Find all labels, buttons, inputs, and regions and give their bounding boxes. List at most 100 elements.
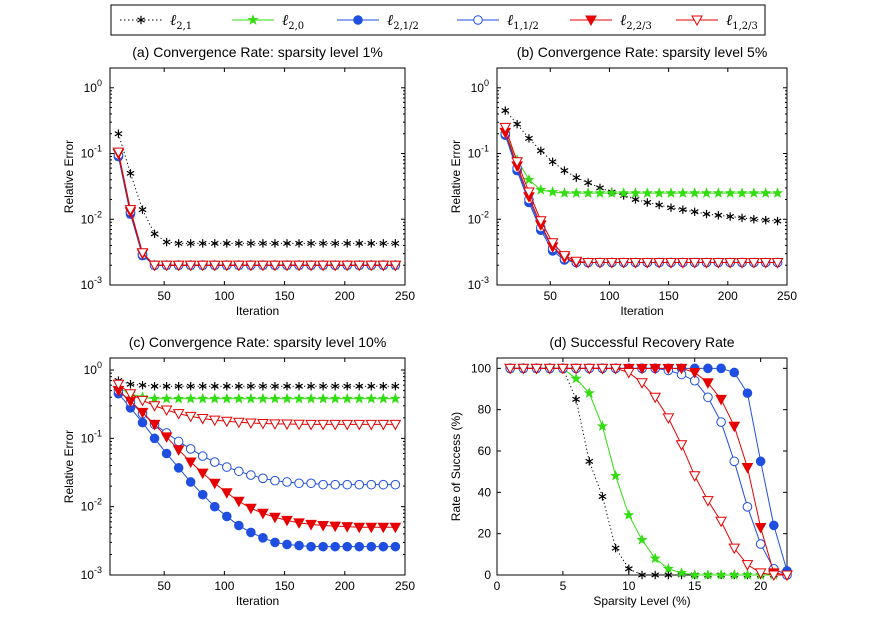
x-tick-label: 150 <box>275 289 295 303</box>
panel-c: (c) Convergence Rate: sparsity level 10%… <box>62 334 415 608</box>
data-point-l21 <box>319 239 328 248</box>
data-point-l223 <box>754 522 767 534</box>
data-point-l21-stroke <box>222 383 231 389</box>
data-point-l21 <box>560 166 569 175</box>
x-tick-label: 100 <box>599 289 619 303</box>
legend-symbol: ℓ <box>726 11 732 29</box>
data-point-l21-stroke <box>379 240 388 246</box>
data-point-l21 <box>572 395 581 404</box>
data-point-l20 <box>606 187 618 198</box>
data-point-l123 <box>499 122 512 134</box>
y-tick-base: 10 <box>84 81 98 95</box>
data-point-l223 <box>184 457 197 469</box>
data-point-l21 <box>174 381 183 391</box>
data-point-l20 <box>715 569 727 580</box>
data-point-l20 <box>209 392 221 404</box>
data-point-l21-stroke <box>258 240 267 246</box>
data-point-l223 <box>269 512 281 524</box>
data-point-l21 <box>307 239 316 248</box>
data-point-l20 <box>596 420 609 431</box>
data-point-l20 <box>148 392 161 404</box>
data-point-l212 <box>769 520 779 531</box>
data-point-l123 <box>702 496 714 507</box>
data-point-l21 <box>501 106 510 115</box>
legend-item-l112: ℓ1,1/2 <box>457 11 539 32</box>
data-point-l21-stroke <box>210 240 219 246</box>
data-point-l223 <box>136 407 149 419</box>
x-tick-label: 200 <box>335 289 355 303</box>
data-point-l212 <box>246 527 256 538</box>
data-point-l21 <box>391 239 400 248</box>
data-point-l123 <box>767 570 780 582</box>
data-point-l112 <box>342 479 353 490</box>
data-point-l21 <box>331 239 340 248</box>
data-point-l20 <box>547 186 559 197</box>
x-tick-label: 100 <box>214 579 234 593</box>
data-point-l123 <box>329 260 342 272</box>
data-point-l21-stroke <box>749 216 758 222</box>
data-point-l20 <box>173 392 185 404</box>
data-point-l21-stroke <box>258 383 267 389</box>
data-point-l21 <box>391 381 400 391</box>
data-point-l21-stroke <box>186 383 195 389</box>
chart-title: (b) Convergence Rate: sparsity level 5% <box>517 44 768 60</box>
data-point-l123 <box>208 415 221 427</box>
data-point-l112 <box>354 479 365 490</box>
data-point-l21 <box>525 134 533 143</box>
data-point-l21 <box>319 381 328 391</box>
y-tick-label: 10-3 <box>81 275 102 292</box>
data-point-l21 <box>343 239 352 248</box>
legend-label: ℓ1,2/3 <box>726 11 758 32</box>
series-l123 <box>499 122 784 269</box>
y-tick-exponent: -3 <box>94 565 102 575</box>
legend-label: ℓ2,2/3 <box>620 11 652 32</box>
data-point-l21 <box>174 239 183 248</box>
data-point-l123 <box>617 257 630 269</box>
data-point-l21 <box>126 380 135 389</box>
data-point-l123 <box>724 257 737 269</box>
y-tick-label: 100 <box>471 78 489 95</box>
y-tick-base: 10 <box>81 212 95 226</box>
data-point-l123 <box>728 543 741 555</box>
data-point-l212 <box>173 463 184 473</box>
data-point-l212 <box>755 456 766 467</box>
data-point-l223 <box>317 521 329 532</box>
legend-symbol: ℓ <box>170 11 176 29</box>
data-point-l21-stroke <box>271 383 279 389</box>
data-point-l123 <box>208 260 221 272</box>
x-tick-label: 150 <box>275 579 295 593</box>
data-point-l20 <box>610 469 622 481</box>
data-point-l21-stroke <box>638 572 646 578</box>
data-point-l21 <box>271 239 279 248</box>
data-point-l123 <box>609 363 622 375</box>
data-point-l123 <box>653 257 666 269</box>
data-point-l21-stroke <box>584 180 593 186</box>
data-point-l123 <box>184 260 197 272</box>
data-point-l223 <box>353 522 366 534</box>
legend-item-l223: ℓ2,2/3 <box>570 11 652 32</box>
data-point-l123 <box>269 260 281 272</box>
data-point-l123 <box>389 260 402 272</box>
data-point-l112 <box>318 479 328 490</box>
y-axis-label: Relative Error <box>62 430 76 503</box>
data-point-l223 <box>389 522 402 534</box>
series-l223 <box>112 386 402 534</box>
data-point-l123 <box>257 260 269 272</box>
data-point-l21 <box>598 492 607 501</box>
data-point-l20 <box>736 187 748 198</box>
data-point-l21 <box>585 457 594 466</box>
data-point-l21-stroke <box>611 545 620 551</box>
data-point-l21 <box>246 239 255 248</box>
y-tick-label: 100 <box>84 78 102 95</box>
data-point-l212 <box>318 541 328 552</box>
data-point-l123 <box>112 379 125 391</box>
data-point-l112 <box>270 475 280 486</box>
data-point-l21 <box>761 215 770 225</box>
y-tick-label: 80 <box>478 403 492 417</box>
data-point-l123 <box>305 260 317 272</box>
data-point-l21 <box>584 178 593 187</box>
data-point-l21 <box>536 146 545 156</box>
data-point-l21 <box>198 239 207 248</box>
data-point-l20 <box>689 569 701 580</box>
data-point-l21-stroke <box>572 396 581 402</box>
